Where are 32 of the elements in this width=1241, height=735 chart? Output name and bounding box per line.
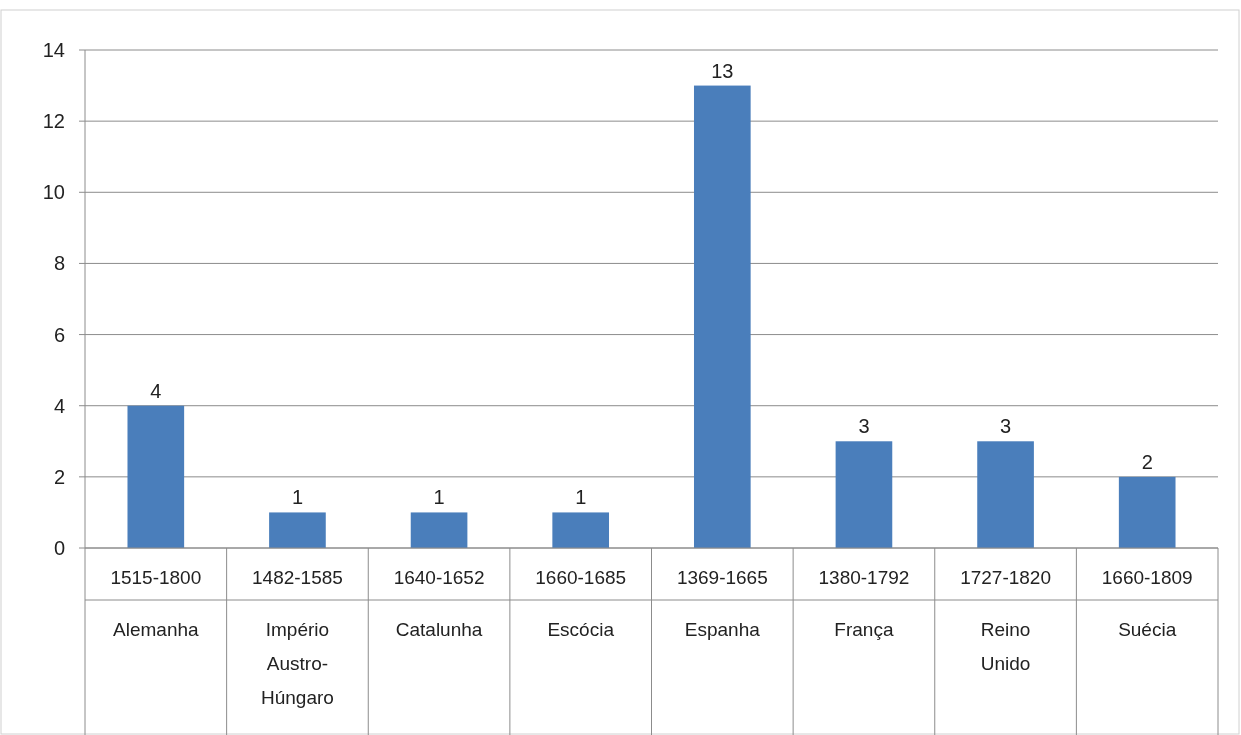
- data-label: 3: [1000, 415, 1012, 438]
- data-label: 1: [575, 486, 587, 509]
- category-label: 1380-1792 França: [818, 567, 910, 640]
- category-label: 1660-1809 Suécia: [1101, 567, 1193, 640]
- bar: [127, 405, 185, 548]
- data-label: 1: [291, 486, 303, 509]
- y-tick-label: 6: [53, 323, 65, 346]
- category-label: 1660-1685 Escócia: [535, 567, 627, 640]
- category-label: 1482-1585 Império Austro- Húngaro: [252, 567, 343, 708]
- data-label: 3: [858, 415, 870, 438]
- category-label: 1515-1800 Alemanha: [110, 567, 202, 640]
- category-label: 1640-1652 Catalunha: [393, 567, 485, 640]
- y-tick-label: 10: [42, 181, 65, 204]
- category-label: 1727-1820 Reino Unido: [960, 567, 1051, 674]
- bar: [269, 512, 326, 548]
- category-label: 1369-1665 Espanha: [676, 567, 768, 640]
- y-tick-label: 4: [53, 394, 65, 417]
- y-tick-label: 14: [42, 39, 65, 61]
- data-label: 1: [433, 486, 445, 509]
- data-label: 4: [150, 379, 162, 402]
- bar: [410, 512, 468, 548]
- data-label: 2: [1141, 450, 1153, 473]
- bar: [693, 85, 751, 548]
- y-tick-label: 2: [53, 465, 65, 488]
- y-tick-label: 8: [53, 252, 65, 275]
- bar: [552, 512, 610, 548]
- bar: [835, 441, 893, 548]
- y-tick-label: 12: [42, 110, 65, 133]
- bar: [1118, 476, 1176, 548]
- y-tick-label: 0: [53, 537, 65, 559]
- data-label: 13: [711, 59, 734, 82]
- bar: [977, 441, 1034, 548]
